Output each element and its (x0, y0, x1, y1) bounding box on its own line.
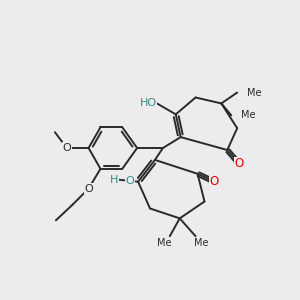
Text: Me: Me (247, 88, 262, 98)
Text: O: O (126, 176, 135, 186)
Text: Me: Me (157, 238, 171, 248)
Text: Me: Me (194, 238, 209, 248)
Text: HO: HO (140, 98, 157, 108)
Text: O: O (235, 158, 244, 170)
Text: O: O (84, 184, 93, 194)
Text: H: H (110, 175, 118, 185)
Text: O: O (62, 143, 71, 153)
Text: O: O (210, 175, 219, 188)
Text: Me: Me (241, 110, 256, 120)
